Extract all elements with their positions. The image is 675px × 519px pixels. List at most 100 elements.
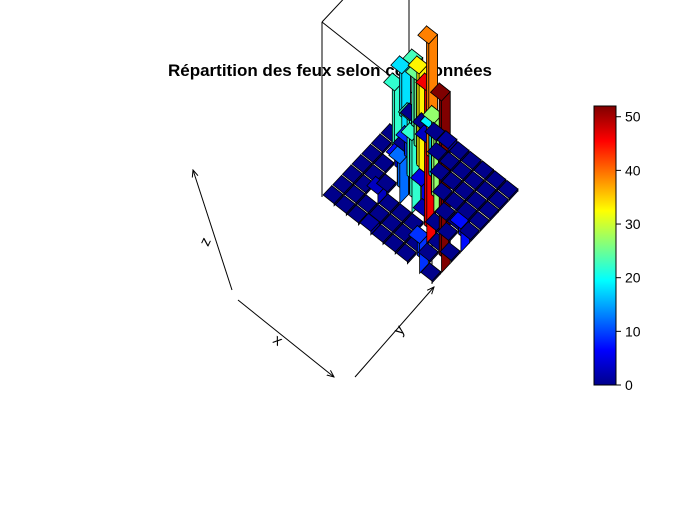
bar-0-6 <box>341 164 363 187</box>
bar-8-0 <box>497 179 519 202</box>
bar-top <box>390 203 412 223</box>
bar-6-1 <box>463 170 485 193</box>
bar-7-7 <box>417 242 439 265</box>
bar-top <box>420 262 442 282</box>
bar-4-7 <box>381 213 402 236</box>
colorbar-tick-label: 50 <box>625 109 641 125</box>
y-axis-label: y <box>390 322 408 339</box>
bar-top <box>444 191 466 211</box>
bar-top <box>441 171 463 191</box>
bar-top <box>408 225 429 245</box>
bar-top <box>437 221 458 241</box>
bar-6-2 <box>453 180 475 203</box>
bar-7-0 <box>485 169 507 192</box>
x-axis-arrow <box>237 299 334 377</box>
bar-top <box>487 190 509 210</box>
bar-4-6 <box>390 202 412 225</box>
bar-top <box>334 194 356 214</box>
bar-top <box>322 185 344 205</box>
bar-3-0 <box>436 129 458 154</box>
colorbar-scale <box>593 105 617 386</box>
bar-top <box>373 153 395 173</box>
bar-4-0 <box>448 140 470 163</box>
bar-top <box>429 82 451 102</box>
bar-1-8 <box>334 194 356 217</box>
bar-5-2 <box>441 171 463 194</box>
bar-7-1 <box>475 180 497 203</box>
bar-8-3 <box>468 210 490 233</box>
bar-4-8 <box>371 223 393 246</box>
bar-top <box>332 174 354 194</box>
bar-8-1 <box>487 189 509 212</box>
z-axis-label: z <box>196 235 215 249</box>
bar-8-2 <box>478 200 500 223</box>
bar-top <box>393 223 415 243</box>
bar-1-7 <box>344 184 366 207</box>
bar-top <box>371 223 393 243</box>
bar-top <box>436 130 458 150</box>
bar-top <box>468 210 490 230</box>
bar-top <box>460 150 482 170</box>
bar-top <box>383 233 405 253</box>
bar-top <box>429 161 451 181</box>
bar-top <box>381 213 402 233</box>
bar-4-2 <box>429 161 451 184</box>
bar-6-0 <box>473 160 495 183</box>
axes-group <box>193 170 434 377</box>
bar-top <box>424 121 446 141</box>
colorbar-tick-label: 10 <box>625 323 641 339</box>
colorbar-tick-label: 20 <box>625 270 641 286</box>
bar-7-2 <box>466 190 487 213</box>
bar-top <box>378 193 400 213</box>
bar-top <box>417 25 439 45</box>
bar-top <box>478 200 500 220</box>
colorbar-tick-label: 0 <box>625 377 633 393</box>
y-axis-arrow <box>354 287 434 378</box>
bar-1-4 <box>373 153 395 176</box>
bar-top <box>417 242 439 262</box>
bar-top <box>370 133 392 153</box>
bar-top <box>434 201 456 221</box>
bar-5-1 <box>451 160 473 183</box>
bar-top <box>361 143 383 163</box>
bar-top <box>354 174 375 194</box>
z-axis-arrow <box>193 170 233 291</box>
bar-top <box>341 164 363 184</box>
bar-2-5 <box>375 173 397 196</box>
colorbar-tick-label: 40 <box>625 162 641 178</box>
bar-0-4 <box>361 143 383 166</box>
colorbar-tick-label: 30 <box>625 216 641 232</box>
bar-3-6 <box>378 193 400 216</box>
bar-top <box>475 180 497 200</box>
colorbar: 0 10 20 30 40 50 <box>593 105 641 393</box>
frame-edge-3 <box>321 0 344 23</box>
bar-top <box>439 241 461 261</box>
bar-top <box>395 243 417 263</box>
bar-top <box>368 203 390 223</box>
bar-top <box>407 55 429 75</box>
bar-top <box>426 141 448 161</box>
bar-8-8 <box>420 262 442 285</box>
bar-0-5 <box>351 153 373 176</box>
bar-top <box>458 221 480 241</box>
bar-top <box>453 181 475 201</box>
bar-6-3 <box>444 191 466 214</box>
bar-5-3 <box>431 181 453 204</box>
bars-group <box>322 25 519 285</box>
bar-0-7 <box>332 174 354 197</box>
bar-8-6 <box>439 241 461 264</box>
bar-top <box>351 154 373 174</box>
bar-top <box>344 184 366 204</box>
bar-top <box>485 170 507 190</box>
bar-top <box>431 181 453 201</box>
bar-top <box>439 151 460 171</box>
bar-top <box>346 204 368 224</box>
bar-top <box>456 201 478 221</box>
bar-top <box>466 190 487 210</box>
bar-3-7 <box>368 203 390 226</box>
bar-top <box>451 161 473 181</box>
bar-5-8 <box>383 233 405 256</box>
bar-6-4 <box>434 201 456 224</box>
bar-7-3 <box>456 200 478 223</box>
